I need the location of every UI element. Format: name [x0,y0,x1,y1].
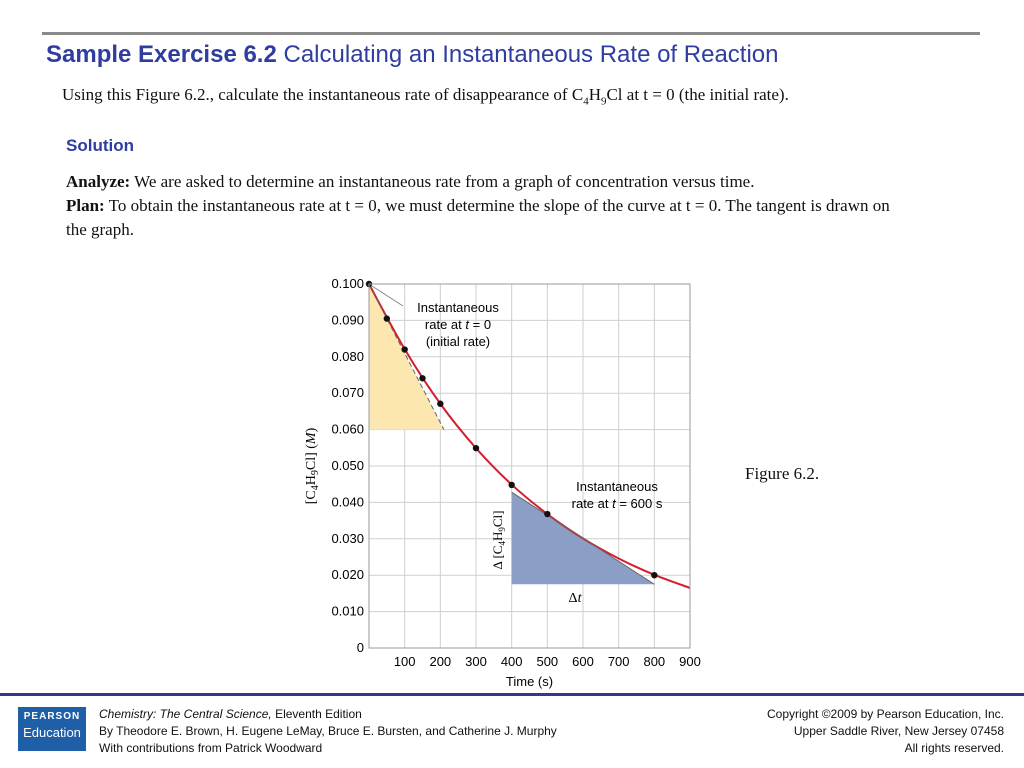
logo-education: Education [23,725,81,740]
plan-text: To obtain the instantaneous rate at t = … [66,196,890,239]
data-points [365,280,658,579]
plan-paragraph: Plan: To obtain the instantaneous rate a… [66,194,896,242]
x-tick-label: 800 [643,654,665,669]
address-line: Upper Saddle River, New Jersey 07458 [793,724,1004,738]
top-rule [42,32,980,35]
y-tick-label: 0.010 [331,604,364,619]
analysis-block: Analyze: We are asked to determine an in… [66,170,896,242]
y-tick-label: 0.100 [331,276,364,291]
annotation-600-line1: Instantaneous [576,479,658,494]
book-edition: Eleventh Edition [271,707,362,721]
data-point [651,572,658,579]
x-tick-label: 100 [394,654,416,669]
initial-tangent-line [368,283,445,430]
y-tick-label: 0.040 [331,494,364,509]
data-point [383,315,391,322]
footer-copyright: Copyright ©2009 by Pearson Education, In… [767,706,1004,757]
question-mid: H [588,85,601,104]
plan-label: Plan: [66,196,105,215]
x-tick-label: 700 [608,654,630,669]
data-point [419,375,426,382]
solution-heading: Solution [66,136,134,155]
y-tick-label: 0.030 [331,531,364,546]
delta-time-label: Δt [569,591,583,606]
book-authors: By Theodore E. Brown, H. Eugene LeMay, B… [99,724,557,738]
x-tick-label: 200 [429,654,451,669]
footer-book-info: Chemistry: The Central Science, Eleventh… [99,706,557,757]
data-point [401,346,408,353]
question-sub-9: 9 [600,95,607,108]
tick-labels: 100 200 300 400 500 600 700 800 900 0 0.010 0.020 0.… [331,276,700,669]
x-tick-label: 400 [501,654,523,669]
x-tick-label: 300 [465,654,487,669]
chart-grid [369,283,691,649]
concentration-curve [368,283,691,589]
y-tick-label: 0.060 [331,422,364,437]
question-pre: Using this Figure 6.2., calculate the in… [62,85,584,104]
data-point [544,510,551,518]
annotation-600-line2: rate at t = 600 s [572,496,663,511]
data-point [508,481,515,489]
y-tick-label: 0.080 [331,349,364,364]
rate-600-triangle [511,492,655,585]
question-post: Cl at t = 0 (the initial rate). [606,85,789,104]
x-tick-label: 600 [572,654,594,669]
y-tick-label: 0.050 [331,458,364,473]
book-title-line: Chemistry: The Central Science, Eleventh… [99,706,557,723]
annotation-t0-line3: (initial rate) [426,334,490,349]
book-contributions: With contributions from Patrick Woodward [99,741,323,755]
analyze-label: Analyze: [66,172,131,191]
question-text: Using this Figure 6.2., calculate the in… [62,85,789,107]
question-sub-4: 4 [583,95,589,108]
annotation-t0-line1: Instantaneous [417,300,499,315]
data-point [472,444,480,452]
pearson-logo: PEARSON Education [18,707,86,751]
data-point [437,400,444,407]
title-topic: Calculating an Instantaneous Rate of Rea… [283,41,779,68]
initial-rate-leader [371,285,404,307]
plot-frame [368,283,691,649]
rights-line: All rights reserved. [904,741,1004,755]
y-tick-label: 0.090 [331,312,364,327]
tangent-600-line [511,491,655,585]
annotation-t0-line2: rate at t = 0 [425,317,491,332]
figure-caption: Figure 6.2. [745,464,820,483]
y-axis-label: [C4H9Cl] (M) [304,427,321,504]
delta-concentration-label: Δ [C4H9Cl] [490,511,507,570]
analyze-text: We are asked to determine an instantaneo… [130,172,755,191]
book-title: Chemistry: The Central Science, [99,707,272,721]
copyright-line: Copyright ©2009 by Pearson Education, In… [767,707,1004,721]
y-tick-label: 0.020 [331,567,364,582]
concentration-time-chart: 100 200 300 400 500 600 700 800 900 0 0.010 0.020 0.… [304,276,701,689]
x-axis-label: Time (s) [506,674,553,689]
title-exercise-number: Sample Exercise 6.2 [46,41,277,68]
logo-pearson: PEARSON [23,711,81,722]
footer-rule [0,693,1024,696]
page-title: Sample Exercise 6.2 Calculating an Insta… [46,41,779,69]
analyze-paragraph: Analyze: We are asked to determine an in… [66,170,896,194]
y-tick-label: 0 [357,640,364,655]
x-tick-label: 500 [536,654,558,669]
x-tick-label: 900 [679,654,701,669]
y-tick-label: 0.070 [331,385,364,400]
